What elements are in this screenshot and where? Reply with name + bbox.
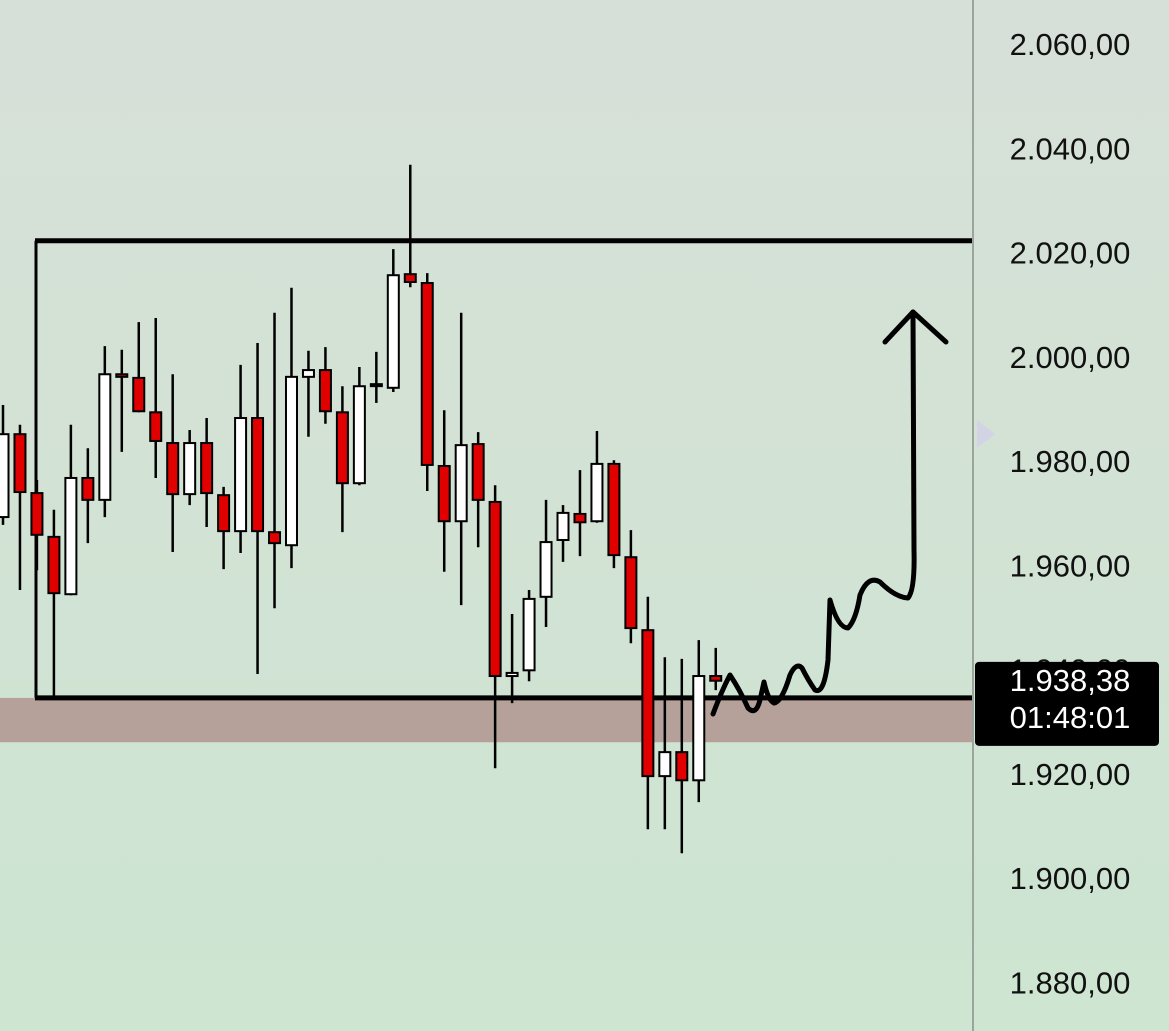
countdown-label: 01:48:01 — [1010, 700, 1131, 735]
candle-body — [132, 376, 146, 413]
candle-body — [301, 369, 315, 378]
candle-body — [30, 492, 44, 536]
y-tick-label: 1.880,00 — [1010, 965, 1131, 1000]
candle-body — [556, 511, 570, 541]
candle-body — [624, 556, 638, 630]
candle-body — [658, 751, 672, 778]
candle-body — [607, 462, 621, 557]
candle-body — [471, 443, 485, 501]
candle-body — [369, 383, 383, 388]
candle-body — [386, 274, 400, 389]
candle-body — [234, 417, 248, 533]
candle-body — [284, 375, 298, 547]
candle-body — [217, 494, 231, 533]
candle-body — [692, 675, 706, 782]
candle-body — [437, 464, 451, 523]
candle-body — [268, 531, 282, 545]
price-axis: 1.880,001.900,001.920,001.940,001.960,00… — [975, 27, 1159, 1000]
y-tick-label: 2.040,00 — [1010, 131, 1131, 166]
candle-body — [335, 411, 349, 485]
candle-body — [505, 671, 519, 678]
y-tick-label: 1.980,00 — [1010, 444, 1131, 479]
axis-handle — [977, 420, 995, 448]
y-tick-label: 2.000,00 — [1010, 340, 1131, 375]
y-tick-label: 2.020,00 — [1010, 236, 1131, 271]
candle-body — [166, 442, 180, 496]
candle-body — [98, 373, 112, 501]
candle-body — [251, 417, 265, 533]
y-tick-label: 1.900,00 — [1010, 861, 1131, 896]
candle-body — [573, 512, 587, 524]
candle-body — [420, 282, 434, 466]
candle-body — [522, 597, 536, 672]
candle-body — [675, 751, 689, 782]
candle-body — [590, 462, 604, 523]
candle-body — [352, 385, 366, 485]
candle-body — [488, 500, 502, 678]
candle-body — [47, 535, 61, 595]
last-price-box — [975, 661, 1159, 746]
candle-body — [149, 411, 163, 442]
candle-body — [13, 433, 27, 494]
candle-body — [200, 442, 214, 495]
candle-body — [403, 273, 417, 283]
y-tick-label: 1.920,00 — [1010, 757, 1131, 792]
support-zone — [0, 697, 972, 743]
y-tick-label: 2.060,00 — [1010, 27, 1131, 62]
candle-body — [0, 433, 10, 519]
candle-body — [64, 476, 78, 596]
y-tick-label: 1.960,00 — [1010, 548, 1131, 583]
candle-body — [81, 476, 95, 501]
projection-arrowhead — [882, 309, 949, 345]
candle-body — [115, 373, 129, 378]
projection-sketch — [710, 309, 917, 717]
last-price-label: 1.938,38 — [1010, 663, 1131, 698]
candle-body — [539, 541, 553, 598]
candle-body — [183, 442, 197, 496]
plot-area — [0, 164, 972, 854]
candle-body — [641, 629, 655, 778]
candle-body — [454, 444, 468, 523]
candle-body — [709, 675, 723, 682]
candle-body — [318, 369, 332, 413]
